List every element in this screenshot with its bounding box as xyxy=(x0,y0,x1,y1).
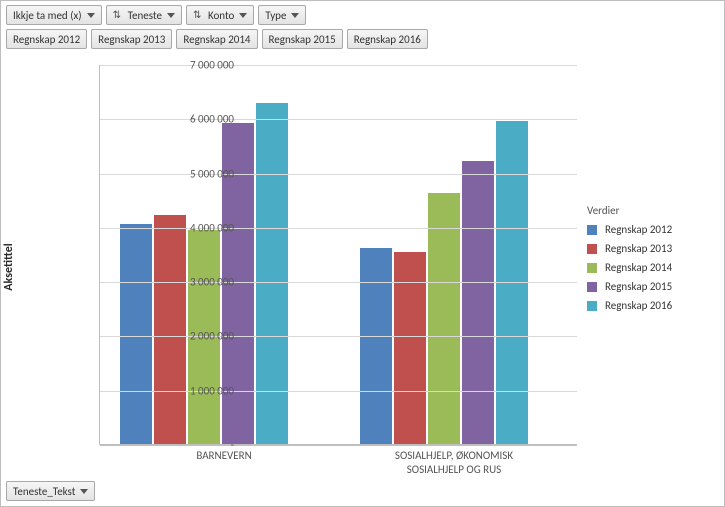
field-button-label: Teneste xyxy=(128,9,162,22)
field-button-label: Regnskap 2013 xyxy=(98,33,165,46)
field-button-label: Regnskap 2016 xyxy=(354,33,421,46)
chevron-down-icon xyxy=(87,13,95,18)
y-tick-label: 4 000 000 xyxy=(144,221,234,234)
legend-item: Regnskap 2012 xyxy=(587,223,717,236)
field-button-teneste[interactable]: ⇅Teneste xyxy=(106,5,182,25)
field-button-exclude[interactable]: Ikkje ta med (x) xyxy=(6,5,102,25)
filter-row-2: Regnskap 2012 Regnskap 2013 Regnskap 2014 R… xyxy=(6,29,719,49)
field-button-label: Regnskap 2012 xyxy=(13,33,80,46)
pivot-field-area: Ikkje ta med (x)⇅Teneste⇅KontoType Regns… xyxy=(1,1,724,55)
x-category-label: SOSIALHJELP, ØKONOMISKSOSIALHJELP OG RUS xyxy=(339,449,569,477)
y-tick-label: 7 000 000 xyxy=(144,59,234,72)
legend-item: Regnskap 2013 xyxy=(587,242,717,255)
legend-swatch xyxy=(587,225,597,235)
chevron-down-icon xyxy=(167,13,175,18)
y-tick-label: 3 000 000 xyxy=(144,276,234,289)
chevron-down-icon xyxy=(239,13,247,18)
y-tick-label: 1 000 000 xyxy=(144,384,234,397)
field-button-type[interactable]: Type xyxy=(258,5,306,25)
bar xyxy=(360,248,392,445)
legend: Verdier Regnskap 2012 Regnskap 2013 Regnsk… xyxy=(587,204,717,318)
field-button-regnskap-2014[interactable]: Regnskap 2014 xyxy=(176,29,257,49)
legend-label: Regnskap 2014 xyxy=(605,261,672,274)
axis-field-area: Teneste_Tekst xyxy=(6,481,95,501)
legend-title: Verdier xyxy=(587,204,717,217)
bar xyxy=(394,252,426,444)
filter-row-1: Ikkje ta med (x)⇅Teneste⇅KontoType xyxy=(6,5,719,25)
field-button-label: Konto xyxy=(208,9,234,22)
field-button-label: Teneste_Tekst xyxy=(13,485,75,498)
bar xyxy=(256,103,288,444)
y-tick-label: 6 000 000 xyxy=(144,113,234,126)
field-button-label: Regnskap 2015 xyxy=(269,33,336,46)
field-button-label: Type xyxy=(265,9,286,22)
legend-label: Regnskap 2013 xyxy=(605,242,672,255)
field-button-regnskap-2015[interactable]: Regnskap 2015 xyxy=(262,29,343,49)
field-button-regnskap-2016[interactable]: Regnskap 2016 xyxy=(347,29,428,49)
legend-swatch xyxy=(587,301,597,311)
legend-label: Regnskap 2015 xyxy=(605,280,672,293)
x-category-label: BARNEVERN xyxy=(139,449,309,463)
legend-label: Regnskap 2016 xyxy=(605,299,672,312)
field-button-label: Ikkje ta med (x) xyxy=(13,9,82,22)
bar xyxy=(462,161,494,444)
legend-item: Regnskap 2014 xyxy=(587,261,717,274)
chart-area: Aksetittel -1 000 0002 000 0003 000 0004… xyxy=(7,59,718,474)
field-button-regnskap-2013[interactable]: Regnskap 2013 xyxy=(91,29,172,49)
field-button-konto[interactable]: ⇅Konto xyxy=(186,5,254,25)
sort-icon: ⇅ xyxy=(193,10,205,20)
sort-icon: ⇅ xyxy=(113,10,125,20)
y-axis-title: Aksetittel xyxy=(2,243,16,290)
legend-item: Regnskap 2016 xyxy=(587,299,717,312)
y-tick-label: 2 000 000 xyxy=(144,330,234,343)
y-tick-label: 5 000 000 xyxy=(144,167,234,180)
field-button-teneste-tekst[interactable]: Teneste_Tekst xyxy=(6,481,95,501)
legend-item: Regnskap 2015 xyxy=(587,280,717,293)
field-button-regnskap-2012[interactable]: Regnskap 2012 xyxy=(6,29,87,49)
legend-swatch xyxy=(587,244,597,254)
legend-label: Regnskap 2012 xyxy=(605,223,672,236)
field-button-label: Regnskap 2014 xyxy=(183,33,250,46)
chevron-down-icon xyxy=(291,13,299,18)
legend-swatch xyxy=(587,282,597,292)
legend-swatch xyxy=(587,263,597,273)
bar xyxy=(428,193,460,444)
chevron-down-icon xyxy=(80,489,88,494)
